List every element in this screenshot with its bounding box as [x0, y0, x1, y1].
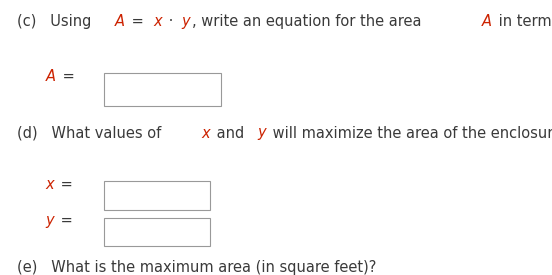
Text: (c)   Using: (c) Using	[17, 14, 95, 29]
FancyBboxPatch shape	[104, 182, 210, 210]
Text: A: A	[46, 69, 56, 84]
Text: y: y	[257, 125, 266, 141]
Text: =: =	[56, 177, 73, 192]
Text: and: and	[211, 125, 248, 141]
Text: in terms of: in terms of	[495, 14, 552, 29]
Text: A: A	[482, 14, 492, 29]
Text: will maximize the area of the enclosures?: will maximize the area of the enclosures…	[268, 125, 552, 141]
Text: , write an equation for the area: , write an equation for the area	[192, 14, 426, 29]
Text: A: A	[114, 14, 124, 29]
Text: y: y	[46, 213, 54, 229]
Text: =: =	[58, 69, 75, 84]
Text: =: =	[56, 213, 73, 229]
FancyBboxPatch shape	[104, 218, 210, 246]
Text: x: x	[46, 177, 54, 192]
Text: x: x	[153, 14, 162, 29]
Text: x: x	[201, 125, 210, 141]
Text: =: =	[127, 14, 148, 29]
Text: (e)   What is the maximum area (in square feet)?: (e) What is the maximum area (in square …	[17, 260, 376, 275]
FancyBboxPatch shape	[104, 73, 221, 106]
Text: ·: ·	[164, 14, 178, 29]
Text: y: y	[181, 14, 190, 29]
Text: (d)   What values of: (d) What values of	[17, 125, 166, 141]
